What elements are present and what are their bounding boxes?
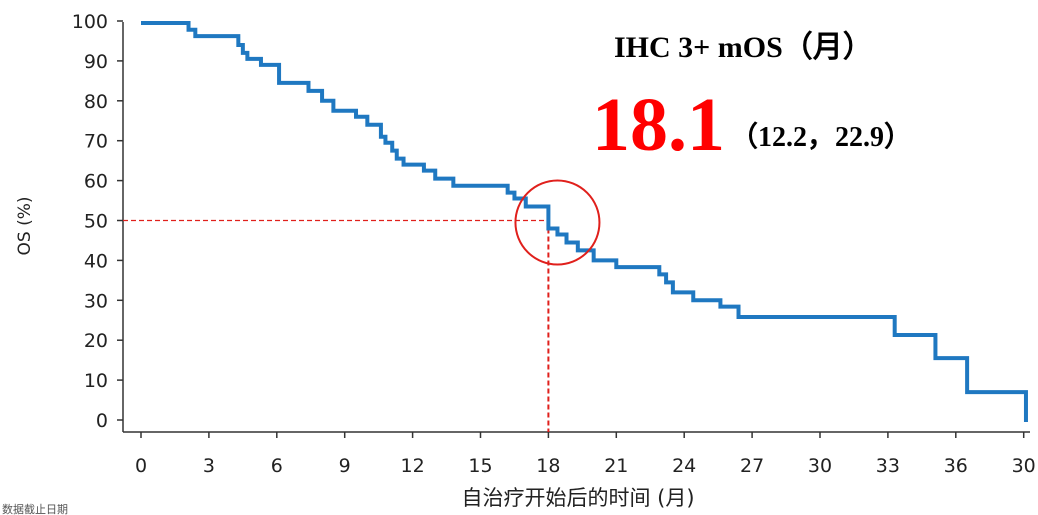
footer-note: 数据截止日期 (2, 502, 68, 515)
y-tick-label: 10 (84, 370, 108, 392)
x-tick-label: 24 (672, 455, 696, 477)
x-tick-group: 0 3 6 9 12 15 18 21 24 27 30 33 36 30 (135, 432, 1036, 477)
y-tick-label: 30 (84, 290, 108, 312)
y-tick-label: 0 (96, 410, 108, 432)
x-tick-label: 15 (468, 455, 492, 477)
y-axis-title: OS (%) (15, 197, 35, 256)
x-tick-label: 6 (271, 455, 283, 477)
x-tick-label: 21 (604, 455, 628, 477)
x-axis: 0 3 6 9 12 15 18 21 24 27 30 33 36 30 (123, 431, 1036, 477)
median-os-confidence-interval: （12.2，22.9） (730, 120, 912, 153)
y-tick-label: 40 (84, 250, 108, 272)
y-tick-label: 50 (84, 211, 108, 233)
y-tick-label: 100 (72, 11, 108, 33)
x-tick-label: 9 (339, 455, 351, 477)
median-os-value: 18.1 (592, 83, 725, 167)
survival-curve (141, 20, 1028, 422)
x-tick-label: 0 (135, 455, 147, 477)
median-highlight-circle (514, 179, 601, 266)
x-tick-label: 33 (876, 455, 900, 477)
x-tick-label: 27 (740, 455, 764, 477)
x-tick-label: 12 (401, 455, 425, 477)
y-tick-label: 60 (84, 171, 108, 193)
x-tick-label: 36 (944, 455, 968, 477)
y-tick-label: 80 (84, 91, 108, 113)
y-tick-label: 90 (84, 51, 108, 73)
median-reference-lines (123, 219, 550, 432)
chart-title: IHC 3+ mOS（月） (614, 30, 873, 64)
y-axis: 0 10 20 30 40 50 60 70 80 90 100 (72, 11, 124, 432)
y-tick-label: 70 (84, 131, 108, 153)
x-tick-label: 18 (536, 455, 560, 477)
x-tick-label: 30 (1012, 455, 1036, 477)
y-tick-group: 0 10 20 30 40 50 60 70 80 90 100 (72, 11, 123, 432)
x-axis-title: 自治疗开始后的时间 (月) (461, 486, 694, 510)
x-tick-label: 3 (203, 455, 215, 477)
x-tick-label: 30 (808, 455, 832, 477)
y-tick-label: 20 (84, 330, 108, 352)
